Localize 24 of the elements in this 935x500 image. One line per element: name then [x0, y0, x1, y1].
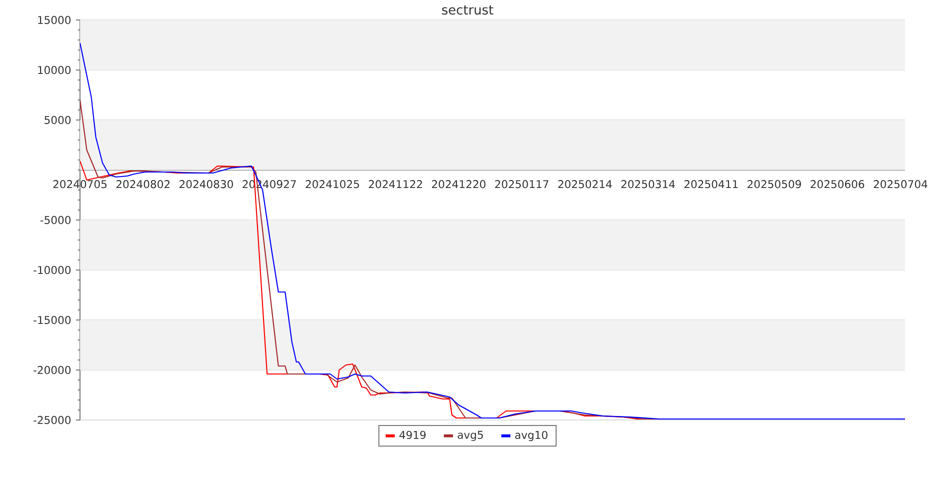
x-tick-label: 20250117: [495, 180, 548, 188]
x-tick-label: 20250606: [810, 180, 864, 188]
x-tick-label: 20241220: [432, 180, 486, 188]
legend-label: 4919: [399, 430, 426, 439]
y-tick-label: -20000: [34, 366, 71, 374]
x-tick-label: 20240802: [116, 180, 170, 188]
y-tick-label: -5000: [40, 216, 71, 224]
x-tick-label: 20250411: [684, 180, 738, 188]
x-tick-label: 20250509: [748, 180, 801, 188]
y-tick-label: 10000: [38, 66, 71, 74]
x-tick-label: 20240830: [180, 180, 233, 188]
x-tick-label: 20250314: [621, 180, 675, 188]
y-tick-label: -25000: [34, 416, 71, 424]
legend-label: avg5: [458, 430, 483, 442]
x-tick-label: 20241122: [368, 180, 422, 188]
x-tick-label: 20241025: [306, 180, 359, 188]
y-tick-label: 5000: [44, 116, 71, 124]
y-tick-label: 15000: [38, 16, 71, 24]
chart-title: sectrust: [442, 5, 494, 15]
y-tick-label: -10000: [34, 266, 71, 274]
legend-label: avg10: [515, 430, 548, 442]
x-tick-label: 20250214: [558, 180, 612, 188]
y-tick-label: -15000: [34, 316, 71, 324]
x-tick-label: 20250704: [874, 180, 928, 188]
